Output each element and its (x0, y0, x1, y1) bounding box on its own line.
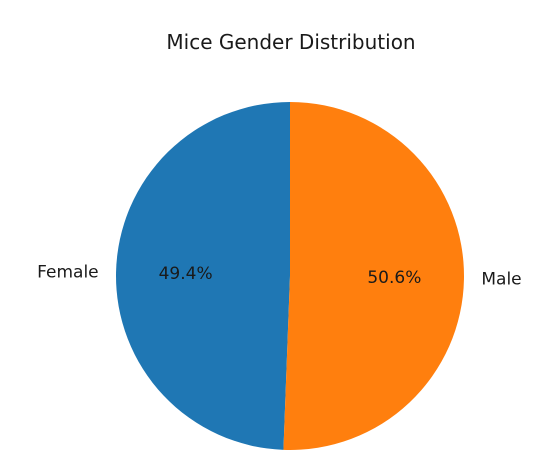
chart-title: Mice Gender Distribution (166, 30, 415, 54)
slice-percent-label: 50.6% (367, 268, 421, 288)
slice-category-label: Female (37, 262, 98, 282)
slice-percent-label: 49.4% (159, 264, 213, 284)
slice-category-label: Male (481, 270, 521, 290)
